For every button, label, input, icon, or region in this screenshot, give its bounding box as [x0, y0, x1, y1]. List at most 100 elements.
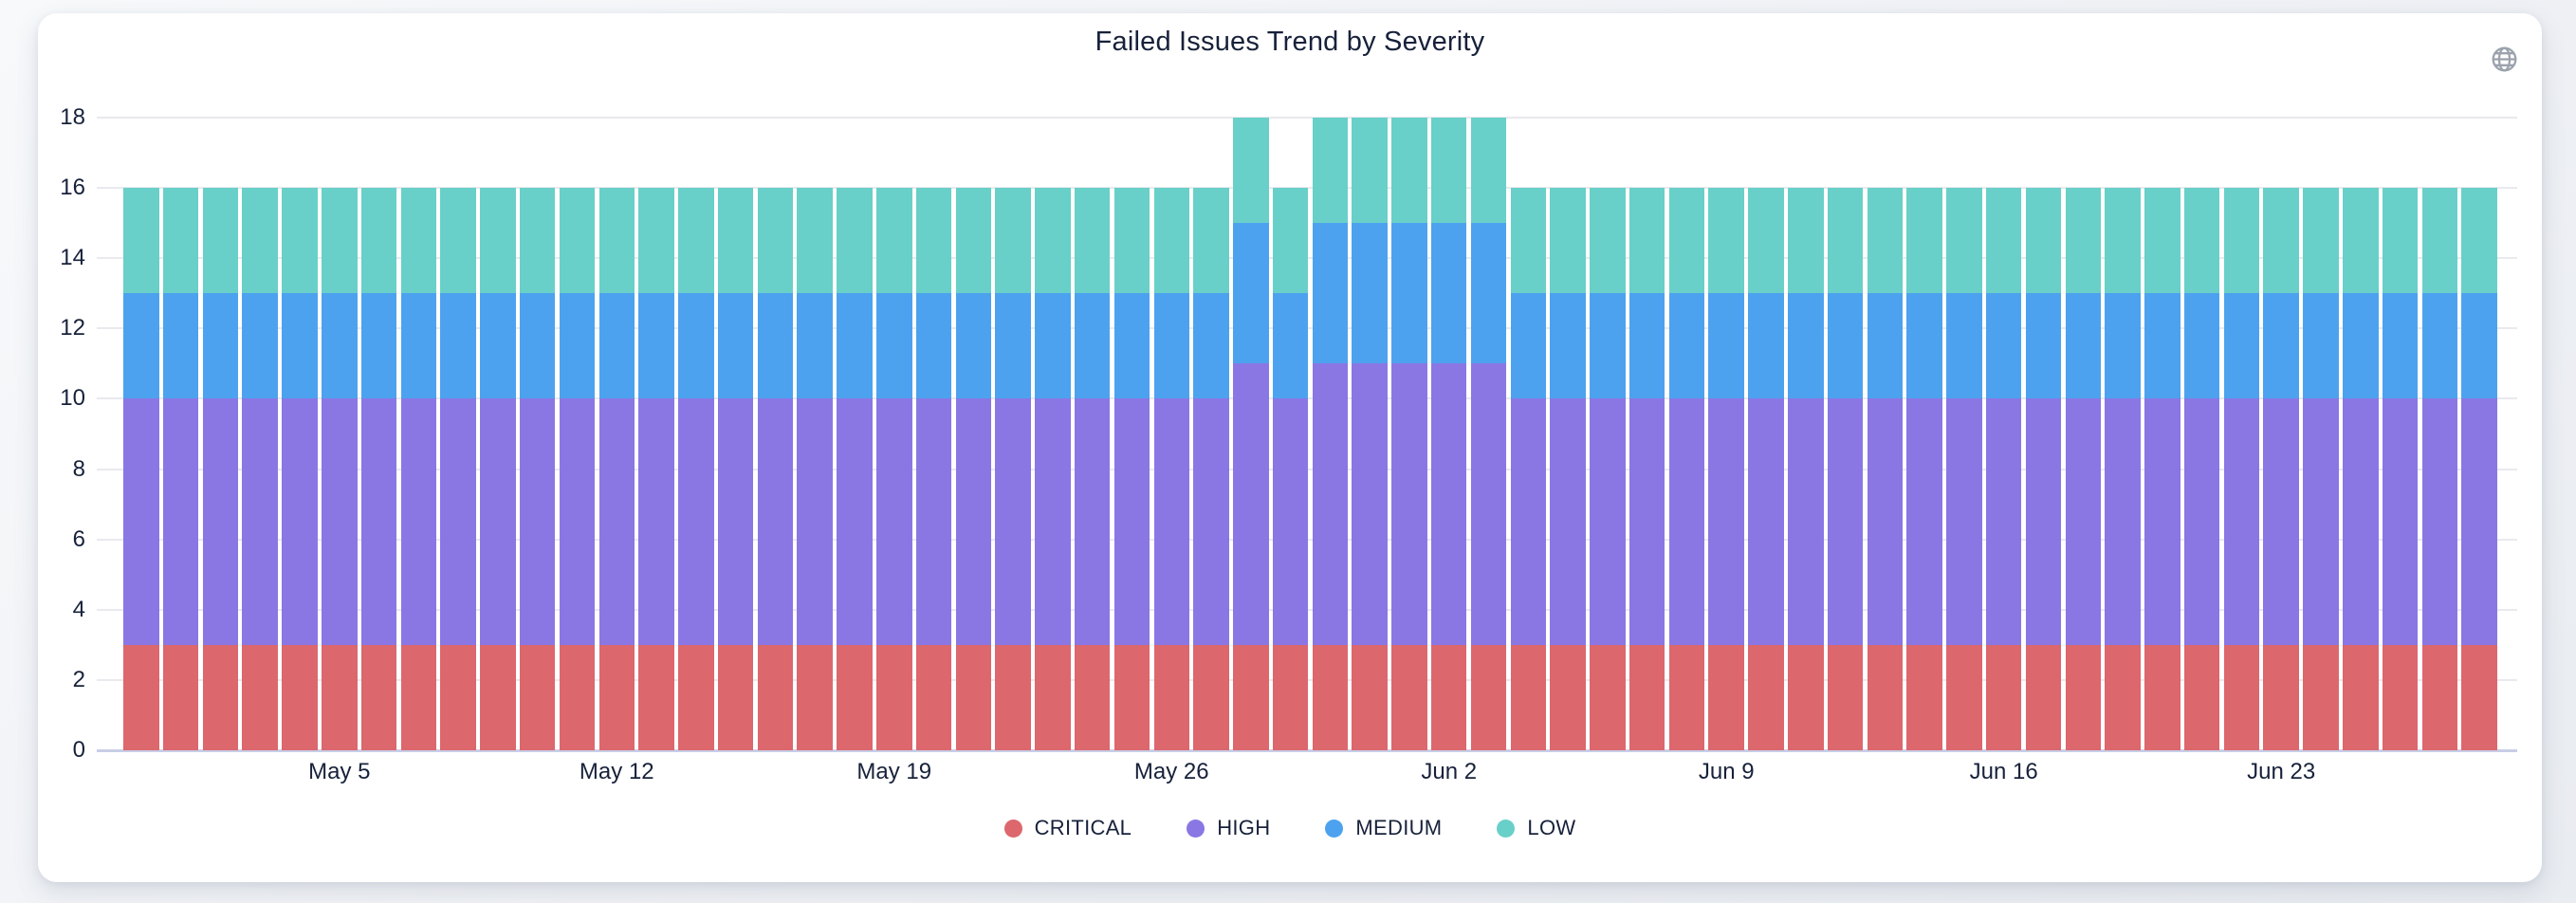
- globe-button[interactable]: [2483, 38, 2525, 80]
- bar-segment-low[interactable]: [322, 188, 358, 294]
- bar-segment-high[interactable]: [1708, 398, 1744, 645]
- bar-segment-low[interactable]: [1628, 188, 1665, 294]
- bar-segment-low[interactable]: [2461, 188, 2497, 294]
- bar-segment-low[interactable]: [598, 188, 635, 294]
- bar-segment-low[interactable]: [400, 188, 437, 294]
- legend-item-high[interactable]: HIGH: [1187, 816, 1270, 840]
- bar-segment-high[interactable]: [678, 398, 714, 645]
- bar-segment-low[interactable]: [1748, 188, 1784, 294]
- bar-segment-critical[interactable]: [1312, 644, 1349, 750]
- bar-segment-low[interactable]: [559, 188, 596, 294]
- bar-segment-high[interactable]: [1550, 398, 1586, 645]
- bar-segment-low[interactable]: [1352, 118, 1388, 224]
- bar-segment-high[interactable]: [1668, 398, 1705, 645]
- bar-segment-medium[interactable]: [1153, 293, 1189, 399]
- bar-segment-high[interactable]: [1867, 398, 1904, 645]
- bar-segment-medium[interactable]: [1827, 293, 1864, 399]
- bar-segment-high[interactable]: [2183, 398, 2220, 645]
- bar-segment-critical[interactable]: [1233, 644, 1269, 750]
- bar-segment-low[interactable]: [1470, 118, 1507, 224]
- bar-segment-medium[interactable]: [480, 293, 516, 399]
- bar-segment-high[interactable]: [1430, 363, 1467, 645]
- bar-segment-low[interactable]: [1233, 118, 1269, 224]
- bar-segment-high[interactable]: [1272, 398, 1309, 645]
- bar-segment-high[interactable]: [202, 398, 239, 645]
- bar-segment-critical[interactable]: [1590, 644, 1626, 750]
- bar-segment-low[interactable]: [876, 188, 912, 294]
- bar-segment-medium[interactable]: [1788, 293, 1824, 399]
- bar-segment-critical[interactable]: [2303, 644, 2339, 750]
- bar-segment-high[interactable]: [2105, 398, 2141, 645]
- bar-segment-high[interactable]: [598, 398, 635, 645]
- bar-segment-critical[interactable]: [1470, 644, 1507, 750]
- bar-segment-high[interactable]: [1312, 363, 1349, 645]
- bar-segment-critical[interactable]: [2183, 644, 2220, 750]
- bar-segment-medium[interactable]: [1867, 293, 1904, 399]
- bar-segment-high[interactable]: [1788, 398, 1824, 645]
- bar-segment-low[interactable]: [2382, 188, 2419, 294]
- bar-segment-low[interactable]: [1708, 188, 1744, 294]
- bar-segment-critical[interactable]: [837, 644, 873, 750]
- bar-segment-critical[interactable]: [1946, 644, 1982, 750]
- bar-segment-low[interactable]: [519, 188, 556, 294]
- bar-segment-high[interactable]: [2461, 398, 2497, 645]
- bar-segment-high[interactable]: [757, 398, 794, 645]
- bar-segment-high[interactable]: [2263, 398, 2299, 645]
- bar-segment-critical[interactable]: [1352, 644, 1388, 750]
- bar-segment-low[interactable]: [2025, 188, 2062, 294]
- bar-segment-critical[interactable]: [1153, 644, 1189, 750]
- bar-segment-medium[interactable]: [955, 293, 992, 399]
- bar-segment-high[interactable]: [1906, 398, 1942, 645]
- bar-segment-critical[interactable]: [1550, 644, 1586, 750]
- bar-segment-critical[interactable]: [1827, 644, 1864, 750]
- bar-segment-high[interactable]: [1391, 363, 1427, 645]
- bar-segment-low[interactable]: [1074, 188, 1111, 294]
- bar-segment-high[interactable]: [2223, 398, 2260, 645]
- bar-segment-medium[interactable]: [519, 293, 556, 399]
- bar-segment-low[interactable]: [1985, 188, 2022, 294]
- bar-segment-critical[interactable]: [202, 644, 239, 750]
- bar-segment-medium[interactable]: [242, 293, 278, 399]
- bar-segment-medium[interactable]: [638, 293, 674, 399]
- bar-segment-medium[interactable]: [1193, 293, 1229, 399]
- bar-segment-medium[interactable]: [915, 293, 952, 399]
- bar-segment-medium[interactable]: [2461, 293, 2497, 399]
- bar-segment-high[interactable]: [915, 398, 952, 645]
- bar-segment-low[interactable]: [955, 188, 992, 294]
- bar-segment-medium[interactable]: [1985, 293, 2022, 399]
- bar-segment-critical[interactable]: [440, 644, 476, 750]
- bar-segment-high[interactable]: [2025, 398, 2062, 645]
- legend-item-medium[interactable]: MEDIUM: [1325, 816, 1442, 840]
- bar-segment-medium[interactable]: [837, 293, 873, 399]
- bar-segment-medium[interactable]: [598, 293, 635, 399]
- bar-segment-critical[interactable]: [797, 644, 833, 750]
- bar-segment-high[interactable]: [1946, 398, 1982, 645]
- bar-segment-medium[interactable]: [2183, 293, 2220, 399]
- bar-segment-high[interactable]: [995, 398, 1031, 645]
- bar-segment-critical[interactable]: [1430, 644, 1467, 750]
- bar-segment-critical[interactable]: [242, 644, 278, 750]
- bar-segment-low[interactable]: [1867, 188, 1904, 294]
- bar-segment-critical[interactable]: [1035, 644, 1071, 750]
- bar-segment-low[interactable]: [1430, 118, 1467, 224]
- bar-segment-medium[interactable]: [1510, 293, 1547, 399]
- bar-segment-high[interactable]: [242, 398, 278, 645]
- bar-segment-low[interactable]: [2343, 188, 2379, 294]
- bar-segment-low[interactable]: [797, 188, 833, 294]
- bar-segment-medium[interactable]: [1430, 223, 1467, 364]
- bar-segment-low[interactable]: [995, 188, 1031, 294]
- bar-segment-low[interactable]: [1113, 188, 1150, 294]
- bar-segment-critical[interactable]: [2105, 644, 2141, 750]
- bar-segment-low[interactable]: [202, 188, 239, 294]
- bar-segment-critical[interactable]: [1867, 644, 1904, 750]
- bar-segment-high[interactable]: [2303, 398, 2339, 645]
- bar-segment-high[interactable]: [1985, 398, 2022, 645]
- bar-segment-high[interactable]: [360, 398, 397, 645]
- bar-segment-critical[interactable]: [876, 644, 912, 750]
- bar-segment-critical[interactable]: [1788, 644, 1824, 750]
- bar-segment-low[interactable]: [2421, 188, 2458, 294]
- bar-segment-medium[interactable]: [2343, 293, 2379, 399]
- bar-segment-critical[interactable]: [995, 644, 1031, 750]
- bar-segment-medium[interactable]: [1312, 223, 1349, 364]
- bar-segment-low[interactable]: [1788, 188, 1824, 294]
